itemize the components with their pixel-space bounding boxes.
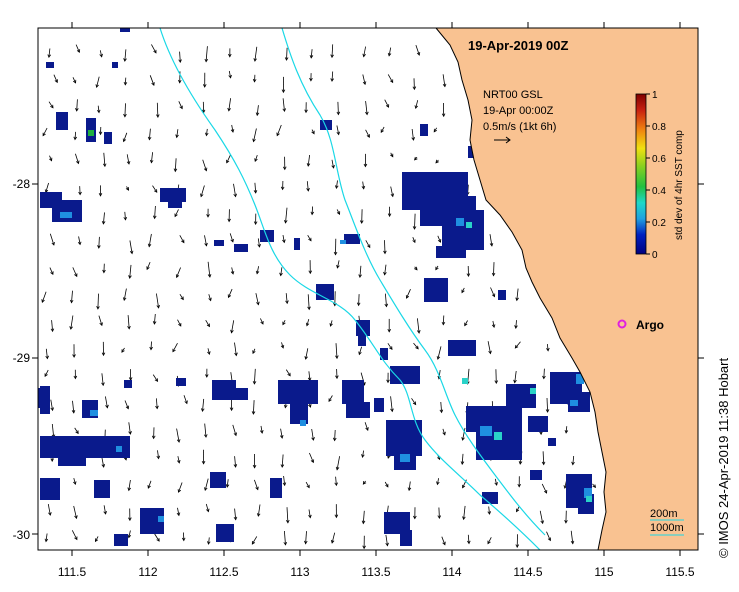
y-tick-label: -28: [13, 177, 31, 191]
bathy-label-200m: 200m: [650, 508, 678, 520]
land-mass: [434, 27, 699, 551]
colorbar-tick: 0: [652, 250, 658, 261]
colorbar-label: std dev of 4hr SST comp: [674, 130, 685, 240]
legend-line-3: 0.5m/s (1kt 6h): [483, 121, 556, 133]
argo-label: Argo: [636, 318, 664, 332]
y-tick-label: -29: [13, 351, 31, 365]
x-tick-label: 113.5: [361, 565, 390, 579]
colorbar-tick: 0.6: [652, 154, 666, 165]
colorbar-tick: 0.4: [652, 186, 666, 197]
map-title: 19-Apr-2019 00Z: [468, 38, 568, 53]
argo-float-icon: [617, 319, 627, 329]
credit-text: © IMOS 24-Apr-2019 11:38 Hobart: [716, 358, 731, 558]
x-tick-label: 112.5: [209, 565, 238, 579]
x-tick-label: 112: [138, 565, 157, 579]
x-tick-label: 113: [290, 565, 309, 579]
vector-legend: NRT00 GSL 19-Apr 00:00Z 0.5m/s (1kt 6h): [483, 89, 556, 144]
x-tick-label: 114.5: [513, 565, 542, 579]
contour-200m: [281, 28, 546, 536]
colorbar-tick: 1: [652, 90, 658, 101]
x-tick-label: 115.5: [665, 565, 694, 579]
x-tick-label: 114: [442, 565, 461, 579]
current-vectors: [41, 44, 597, 550]
bathy-label-1000m: 1000m: [650, 522, 684, 534]
x-tick-label: 115: [594, 565, 613, 579]
axis-ticks: [32, 22, 704, 556]
legend-line-2: 19-Apr 00:00Z: [483, 105, 554, 117]
bathymetry-legend: 200m 1000m: [650, 508, 684, 536]
argo-marker: Argo: [617, 318, 664, 332]
legend-line-1: NRT00 GSL: [483, 89, 543, 101]
contour-1000m: [159, 28, 541, 550]
x-axis-labels: 111.5 112 112.5 113 113.5 114 114.5 115 …: [58, 565, 695, 579]
colorbar-tick: 0.8: [652, 122, 666, 133]
colorbar-gradient: [635, 93, 647, 255]
colorbar-tick: 0.2: [652, 218, 666, 229]
legend-arrow-icon: [494, 136, 511, 144]
y-tick-label: -30: [13, 528, 31, 542]
colorbar: 1 0.8 0.6 0.4 0.2 0 std dev of 4hr SST c…: [635, 90, 685, 261]
bathymetry-contours: [159, 28, 546, 550]
x-tick-label: 111.5: [58, 565, 87, 579]
y-axis-labels: -28 -29 -30: [13, 177, 31, 542]
